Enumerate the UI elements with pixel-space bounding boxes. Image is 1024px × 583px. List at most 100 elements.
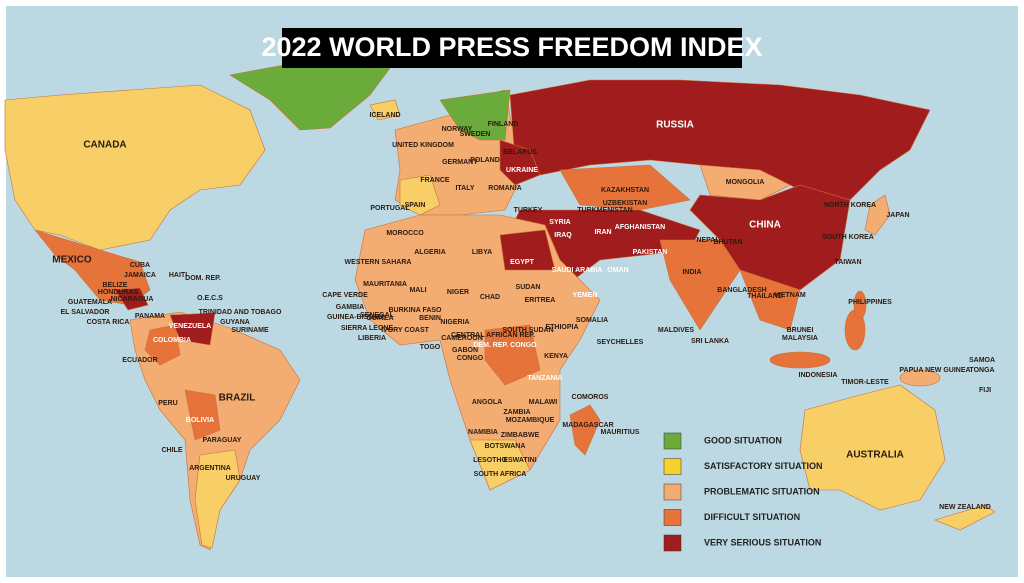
country-label: URUGUAY bbox=[226, 475, 261, 482]
india bbox=[659, 239, 741, 331]
country-label: BRUNEI bbox=[787, 327, 814, 334]
argentina bbox=[194, 449, 241, 549]
france-spain bbox=[399, 174, 441, 216]
country-label: MOZAMBIQUE bbox=[506, 417, 555, 424]
country-label: BURKINA FASO bbox=[388, 307, 442, 314]
country-label: CUBA bbox=[130, 262, 150, 269]
country-label: SWEDEN bbox=[460, 131, 491, 138]
country-label: CAPE VERDE bbox=[322, 292, 368, 299]
legend-swatch bbox=[663, 432, 682, 450]
iceland bbox=[369, 99, 401, 121]
country-label: LESOTHO bbox=[473, 457, 507, 464]
japan bbox=[864, 194, 891, 236]
country-label: OMAN bbox=[607, 267, 628, 274]
belarus-ukraine bbox=[499, 139, 541, 186]
country-label: LIBERIA bbox=[358, 335, 386, 342]
country-label: YEMEN bbox=[573, 292, 598, 299]
country-label: MAURITIUS bbox=[601, 429, 640, 436]
country-label: CONGO bbox=[457, 355, 484, 362]
country-label: CHAD bbox=[480, 294, 500, 301]
country-label: GUYANA bbox=[220, 319, 250, 326]
country-label: PARAGUAY bbox=[203, 437, 242, 444]
country-label: MONGOLIA bbox=[726, 179, 765, 186]
country-label: COSTA RICA bbox=[87, 319, 130, 326]
country-label: TURKEY bbox=[514, 207, 543, 214]
country-label: COMOROS bbox=[572, 394, 609, 401]
africa bbox=[354, 214, 601, 491]
country-label: ROMANIA bbox=[488, 185, 521, 192]
country-label: SEYCHELLES bbox=[597, 339, 644, 346]
bolivia bbox=[184, 389, 221, 441]
legend-swatch bbox=[663, 458, 682, 475]
country-label: MALDIVES bbox=[658, 327, 695, 334]
country-label: NIGER bbox=[447, 289, 469, 296]
country-labels: CANADA RUSSIA CHINA BRAZIL AUSTRALIA MEXICO IN… bbox=[52, 112, 995, 511]
madagascar bbox=[569, 404, 601, 456]
country-label: INDONESIA bbox=[799, 372, 838, 379]
legend-label: DIFFICULT SITUATION bbox=[704, 512, 800, 522]
country-label: DEM. REP. CONGO bbox=[473, 342, 537, 349]
congo bbox=[484, 324, 541, 386]
country-label: ZAMBIA bbox=[503, 409, 530, 416]
country-label: GUATEMALA bbox=[68, 299, 112, 306]
country-label: UZBEKISTAN bbox=[603, 200, 648, 207]
country-label: CHILE bbox=[162, 447, 183, 454]
country-label: SOUTH SUDAN bbox=[502, 327, 553, 334]
country-label: MALAYSIA bbox=[782, 335, 818, 342]
country-label: SRI LANKA bbox=[691, 338, 729, 345]
legend-label: SATISFACTORY SITUATION bbox=[704, 461, 823, 471]
legend-swatch bbox=[663, 534, 682, 552]
china bbox=[689, 184, 851, 291]
country-label: ESWATINI bbox=[503, 457, 536, 464]
country-label: GUINEA bbox=[366, 315, 393, 322]
country-label: IRAQ bbox=[554, 232, 572, 239]
country-label: NEPAL bbox=[696, 237, 720, 244]
country-label: TOGO bbox=[420, 344, 441, 351]
southern-africa bbox=[469, 439, 531, 491]
country-label: SENEGAL bbox=[360, 312, 395, 319]
country-label: MAURITANIA bbox=[363, 281, 407, 288]
country-label: PERU bbox=[158, 400, 177, 407]
country-label: SYRIA bbox=[549, 219, 570, 226]
country-label: WESTERN SAHARA bbox=[345, 259, 412, 266]
country-label: SIERRA LEONE bbox=[341, 325, 394, 332]
country-label: AFGHANISTAN bbox=[615, 224, 665, 231]
country-label: BELARUS bbox=[503, 149, 537, 156]
country-label: TURKMENISTAN bbox=[577, 207, 632, 214]
country-label: KAZAKHSTAN bbox=[601, 187, 649, 194]
title-background bbox=[282, 28, 742, 68]
country-label: BRAZIL bbox=[219, 393, 256, 404]
legend-swatch bbox=[663, 483, 682, 501]
country-label: HONDURAS bbox=[98, 289, 139, 296]
egypt bbox=[499, 229, 556, 271]
country-label: NEW ZEALAND bbox=[939, 504, 991, 511]
country-label: SAUDI ARABIA bbox=[552, 267, 603, 274]
country-label: TRINIDAD AND TOBAGO bbox=[199, 309, 282, 316]
country-label: NAMIBIA bbox=[468, 429, 498, 436]
country-label: PORTUGAL bbox=[370, 205, 410, 212]
country-label: NORWAY bbox=[442, 126, 473, 133]
title: 2022 WORLD PRESS FREEDOM INDEX bbox=[261, 32, 762, 62]
country-label: DOM. REP. bbox=[185, 275, 221, 282]
country-label: RUSSIA bbox=[656, 120, 694, 131]
country-label: FIJI bbox=[979, 387, 991, 394]
country-label: UKRAINE bbox=[506, 167, 538, 174]
country-label: MALI bbox=[409, 287, 426, 294]
country-label: JAPAN bbox=[886, 212, 909, 219]
country-label: NIGERIA bbox=[440, 319, 469, 326]
country-label: FRANCE bbox=[420, 177, 449, 184]
country-label: NICARAGUA bbox=[111, 296, 154, 303]
country-label: O.E.C.S bbox=[197, 295, 223, 302]
country-label: ITALY bbox=[455, 185, 474, 192]
kazakhstan bbox=[559, 164, 691, 211]
country-label: ALGERIA bbox=[414, 249, 446, 256]
legend-swatch bbox=[663, 509, 682, 526]
indonesia bbox=[769, 351, 831, 369]
country-label: PAKISTAN bbox=[633, 249, 668, 256]
country-label: CHINA bbox=[749, 220, 781, 231]
country-label: MADAGASCAR bbox=[562, 422, 613, 429]
country-label: PANAMA bbox=[135, 313, 165, 320]
landmasses bbox=[4, 61, 996, 551]
country-label: TANZANIA bbox=[527, 375, 562, 382]
